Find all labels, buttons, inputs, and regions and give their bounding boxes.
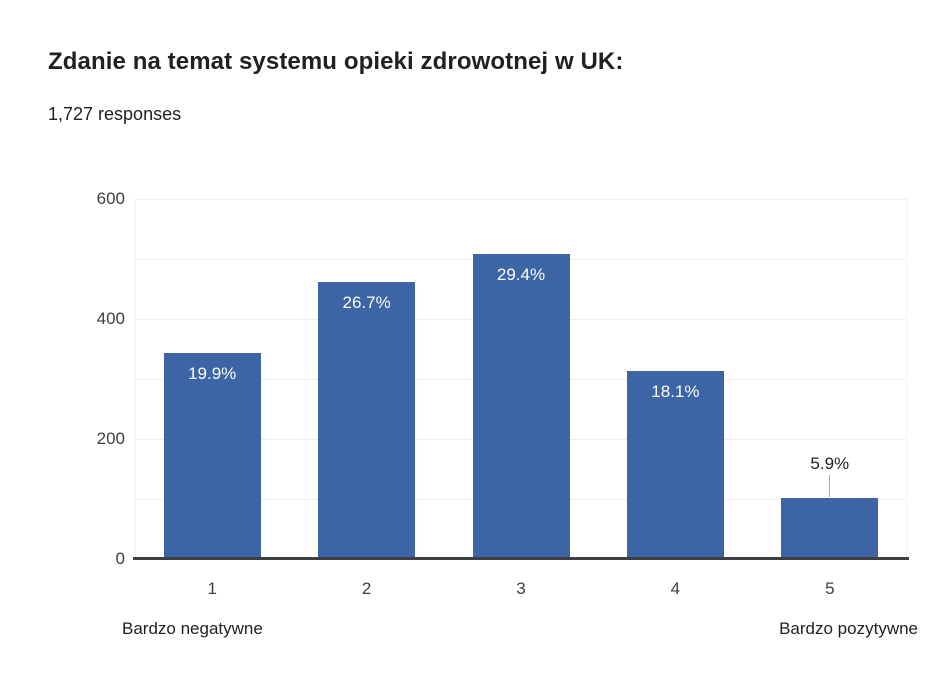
x-tick-label-5: 5 [825,579,835,598]
gridline-600 [135,199,907,200]
bar-percent-label-1: 19.9% [188,363,237,383]
bar-category-5 [781,497,879,559]
bar-category-4 [626,371,724,559]
label-leader-line [829,474,831,497]
bar-category-3 [472,254,570,559]
x-tick-label-1: 1 [207,579,217,598]
y-tick-label-200: 200 [96,429,125,448]
x-axis-caption-right: Bardzo pozytywne [779,619,918,638]
bar-category-1 [163,352,261,559]
x-tick-label-3: 3 [516,579,526,598]
bar-category-2 [318,282,416,559]
bar-percent-label-4: 18.1% [651,382,700,402]
x-axis-caption-left: Bardzo negatywne [122,619,263,638]
y-tick-label-0: 0 [115,549,125,568]
x-axis-caption-row: Bardzo negatywne Bardzo pozytywne [122,619,918,639]
bar-chart-plot-area: 0 200 400 600 19.9% 26.7% 29.4% 18.1% 5.9% 1 2 3 4… [97,189,918,638]
x-tick-label-4: 4 [670,579,681,598]
bar-percent-label-5: 5.9% [810,453,850,473]
x-tick-label-2: 2 [361,579,372,598]
plot-right-edge [906,199,907,559]
responses-count: 1,727 responses [48,104,182,124]
y-tick-label-600: 600 [96,189,125,208]
y-tick-label-400: 400 [96,309,125,328]
bar-percent-label-3: 29.4% [496,265,546,285]
plot-left-edge [135,199,136,559]
x-axis-baseline [133,557,909,560]
chart-title: Zdanie na temat systemu opieki zdrowotne… [48,48,624,75]
bar-percent-label-2: 26.7% [342,293,391,313]
